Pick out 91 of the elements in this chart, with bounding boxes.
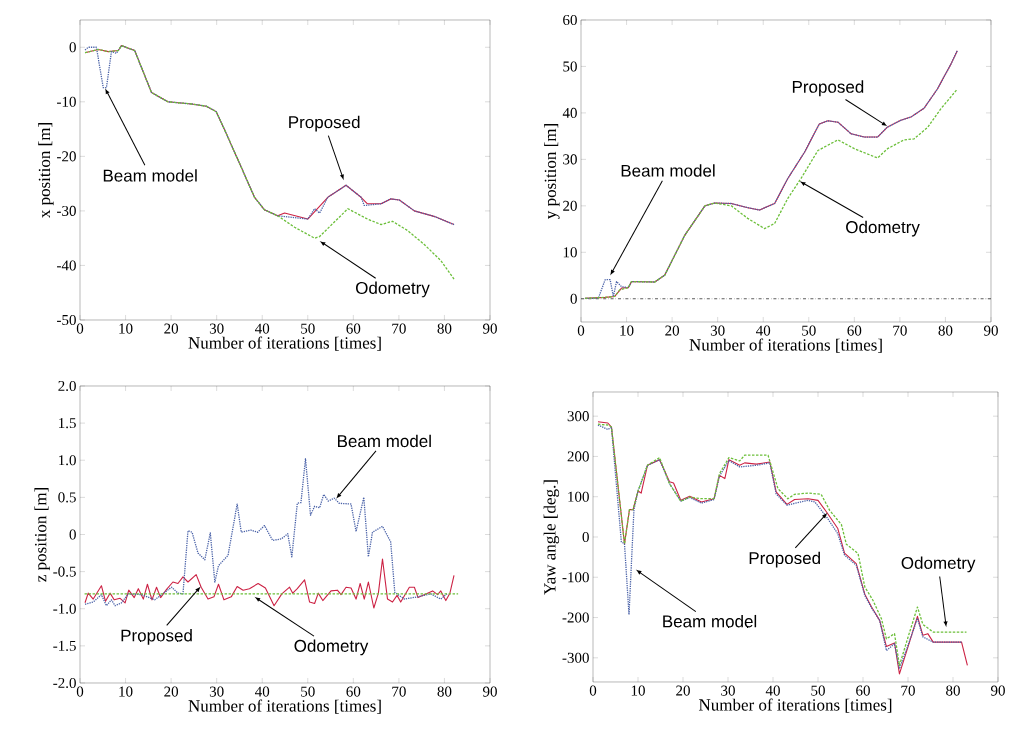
y-tick-label: -2.0 [53,677,76,689]
y-tick-label: 40 [562,107,577,118]
y-tick-label: -10 [57,96,76,107]
x-axis-title: Number of iterations [times] [188,699,381,714]
y-tick-label: 0 [570,293,577,304]
x-tick-label: 40 [255,323,270,334]
y-tick-label: -100 [562,572,589,583]
x-tick-label: 0 [589,685,597,696]
y-tick-label: -20 [57,151,76,162]
x-tick-label: 0 [76,323,84,334]
x-tick-label: 60 [346,686,361,697]
annotation: Odometry [294,639,369,656]
x-tick-label: 0 [76,686,84,697]
x-tick-label: 50 [802,325,816,336]
annotation: Beam model [621,164,715,177]
y-tick-label: 0 [582,531,589,543]
y-tick-label: 200 [567,451,589,462]
annotation: Proposed [792,80,864,97]
x-tick-label: 80 [938,325,953,336]
x-tick-label: 80 [437,323,452,334]
y-axis-title: x position [m] [38,123,54,218]
x-tick-label: 40 [765,685,780,696]
x-axis-title: Number of iterations [times] [188,336,381,351]
y-tick-label: 30 [563,154,577,165]
y-axis-title: y position [m] [544,124,560,219]
annotation: Beam model [663,614,757,628]
y-tick-label: 50 [563,61,577,72]
x-tick-label: 10 [119,323,133,334]
y-tick-label: -300 [562,652,589,663]
x-tick-label: 70 [392,323,406,334]
x-tick-label: 90 [990,685,1005,696]
x-tick-label: 60 [856,685,870,696]
y-tick-label: 0 [69,529,76,540]
y-tick-label: 300 [567,411,589,422]
x-tick-label: 10 [631,685,645,696]
x-tick-label: 30 [721,685,735,696]
x-axis-title: Number of iterations [times] [698,698,892,713]
x-tick-label: 50 [811,685,825,696]
y-tick-label: -200 [562,612,589,623]
x-tick-label: 40 [255,686,270,697]
x-axis-title: Number of iterations [times] [689,338,882,353]
annotation: Odometry [901,556,976,573]
x-tick-label: 90 [983,325,998,336]
x-tick-label: 60 [847,325,862,336]
annotation: Proposed [121,629,192,645]
y-tick-label: -1.5 [53,640,76,651]
y-tick-label: 20 [563,200,577,211]
y-tick-label: -40 [57,260,76,271]
y-tick-label: -50 [57,314,76,326]
y-tick-label: -0.5 [53,566,76,577]
y-tick-label: 2.0 [58,380,76,392]
x-tick-label: 90 [482,686,497,697]
annotation: Beam model [103,169,197,182]
y-tick-label: 1.5 [59,418,76,429]
y-tick-label: 100 [568,491,589,502]
x-tick-label: 50 [301,686,315,697]
annotation: Odometry [846,220,920,237]
x-tick-label: 70 [392,686,406,697]
y-tick-label: -30 [57,205,76,216]
x-tick-label: 10 [119,686,133,697]
y-axis-title: Yaw angle [deg.] [543,480,560,595]
x-tick-label: 70 [901,685,915,696]
x-tick-label: 50 [301,323,315,334]
y-tick-label: 60 [563,14,577,26]
y-tick-label: 0.5 [58,492,76,503]
annotation: Odometry [356,281,430,298]
y-tick-label: -1.0 [53,603,76,614]
x-tick-label: 40 [756,325,771,336]
annotation: Beam model [337,434,431,448]
y-tick-label: 1.0 [59,455,76,466]
line-series [84,44,455,280]
annotation: Proposed [289,115,360,132]
x-tick-label: 90 [482,323,497,334]
annotation: Proposed [749,551,820,568]
x-tick-label: 80 [437,686,452,697]
y-tick-label: 10 [563,247,577,258]
x-tick-label: 20 [676,685,690,696]
y-tick-label: 0 [69,42,76,53]
x-tick-label: 20 [164,686,179,697]
x-tick-label: 80 [946,685,960,696]
x-tick-label: 70 [893,325,907,336]
x-tick-label: 10 [620,325,634,336]
x-tick-label: 30 [209,686,224,697]
line-series [84,458,449,607]
x-tick-label: 30 [209,323,224,334]
line-series [84,558,455,609]
x-tick-label: 20 [164,323,179,334]
y-axis-title: z position [m] [34,488,50,582]
x-tick-label: 60 [346,323,361,334]
x-tick-label: 20 [665,325,680,336]
x-tick-label: 30 [710,325,725,336]
